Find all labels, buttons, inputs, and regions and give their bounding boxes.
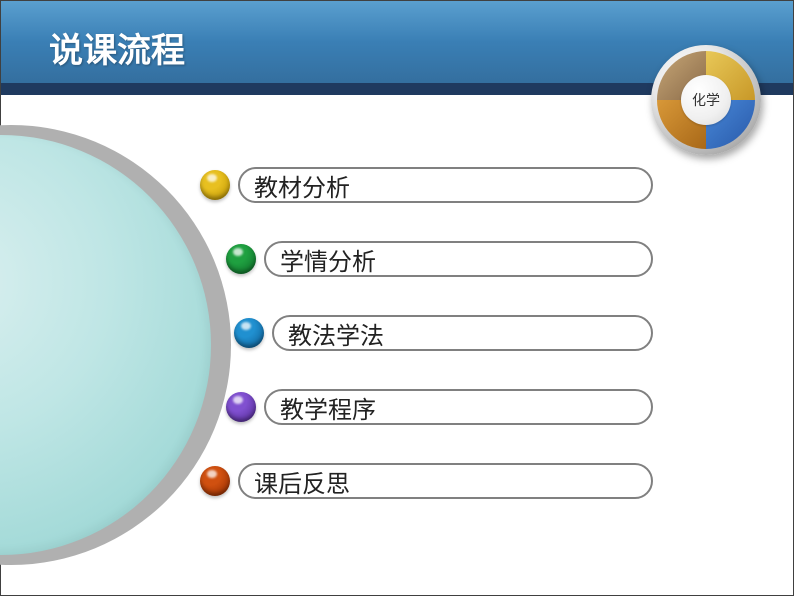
process-item-label: 教材分析 <box>238 167 653 203</box>
bullet-dot-icon <box>226 392 256 422</box>
process-item-label: 教学程序 <box>264 389 653 425</box>
arc-inner <box>0 135 211 555</box>
process-item-label: 教法学法 <box>272 315 653 351</box>
bullet-dot-icon <box>234 318 264 348</box>
process-item-label: 课后反思 <box>238 463 653 499</box>
page-title: 说课流程 <box>49 23 185 72</box>
process-item: 学情分析 <box>226 239 653 279</box>
process-item: 课后反思 <box>200 461 653 501</box>
process-item-label: 学情分析 <box>264 241 653 277</box>
content-area: 教材分析学情分析教法学法教学程序课后反思 <box>1 95 793 595</box>
process-item: 教材分析 <box>200 165 653 205</box>
bullet-dot-icon <box>200 466 230 496</box>
bullet-dot-icon <box>200 170 230 200</box>
slide-header: 说课流程 化学 <box>1 1 793 91</box>
process-item: 教学程序 <box>226 387 653 427</box>
slide-frame: 说课流程 化学 教材分析学情分析教法学法教学程序课后反思 <box>0 0 794 596</box>
process-item: 教法学法 <box>234 313 653 353</box>
bullet-dot-icon <box>226 244 256 274</box>
